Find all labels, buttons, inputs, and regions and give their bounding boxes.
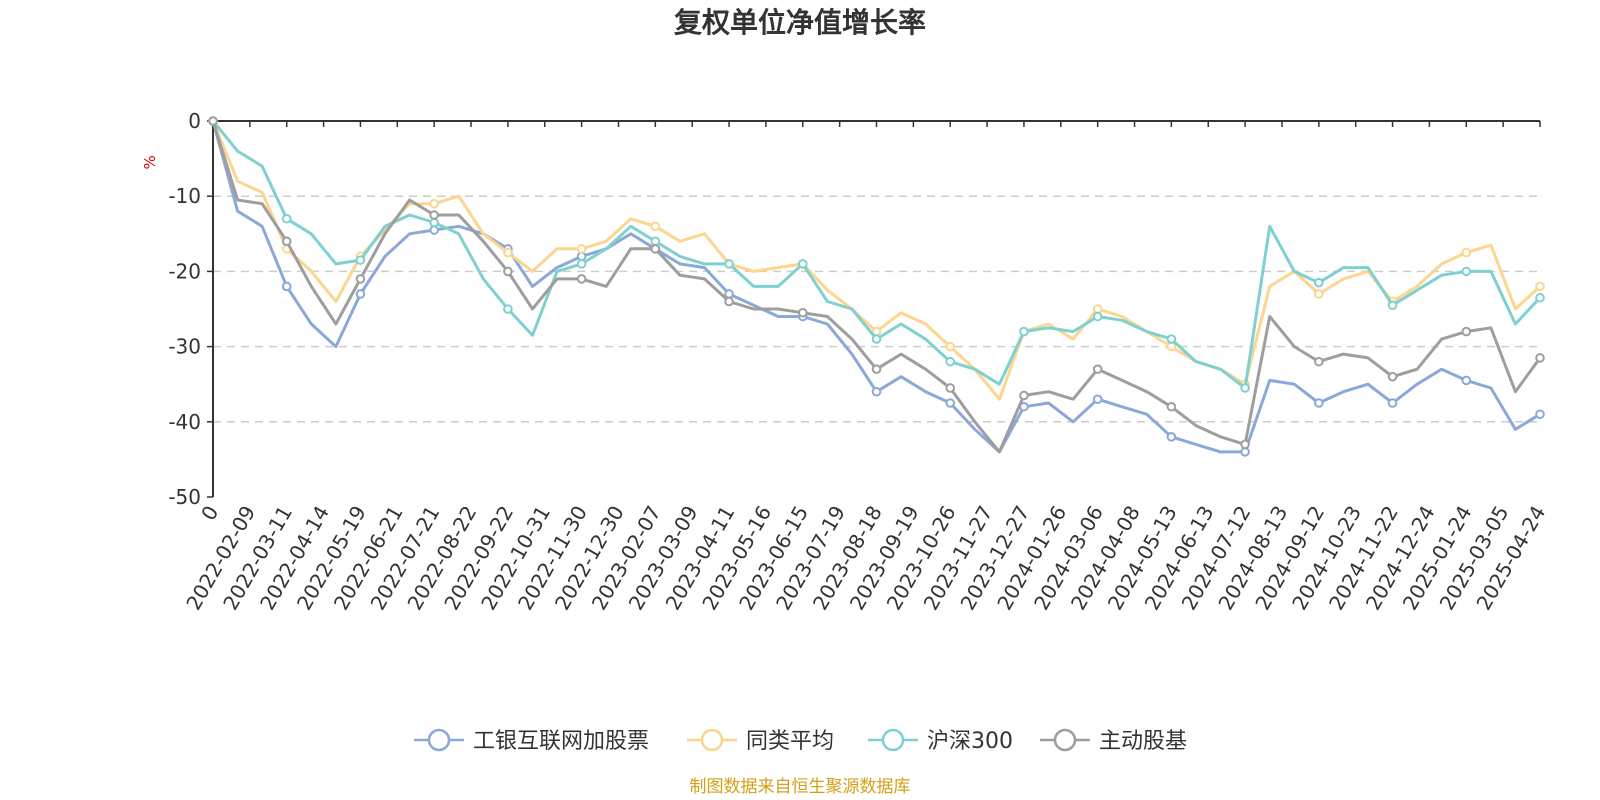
legend-marker <box>700 728 724 752</box>
y-tick-label: 0 <box>188 109 201 133</box>
legend-item-3[interactable]: 沪深300 <box>868 728 1013 754</box>
data-point <box>724 259 734 269</box>
y-tick-label: -20 <box>168 259 201 283</box>
series-1 <box>208 116 1545 457</box>
data-point <box>1166 341 1177 352</box>
data-point <box>1314 289 1324 299</box>
grid-lines <box>213 195 1540 423</box>
data-point <box>724 296 734 307</box>
y-tick-label: -40 <box>168 410 201 434</box>
data-point <box>1092 394 1103 405</box>
data-point <box>945 356 956 367</box>
series-3 <box>208 116 1545 393</box>
data-point <box>1019 326 1029 337</box>
data-point <box>355 274 366 284</box>
y-tick-label: -30 <box>168 335 201 359</box>
data-point <box>797 307 808 318</box>
data-point <box>1461 326 1472 337</box>
data-point <box>355 255 366 265</box>
series-line <box>211 120 1542 390</box>
data-point <box>1019 390 1029 401</box>
legend-marker <box>427 728 451 752</box>
data-point <box>871 364 882 374</box>
data-point <box>797 259 808 269</box>
data-point <box>945 341 956 352</box>
data-point <box>945 383 956 393</box>
data-point <box>576 274 587 284</box>
series-line <box>211 120 1542 454</box>
data-point <box>576 251 587 262</box>
data-point <box>429 217 439 228</box>
data-point <box>1166 401 1177 412</box>
series-2 <box>208 116 1545 401</box>
legend-marker <box>881 728 905 752</box>
data-point <box>1092 364 1103 374</box>
data-point <box>281 213 292 224</box>
data-point <box>1387 300 1398 311</box>
source-note: 制图数据来自恒生聚源数据库 <box>690 777 911 797</box>
data-point <box>945 398 956 408</box>
legend-item-1[interactable]: 工银互联网加股票 <box>414 728 649 754</box>
data-point <box>1535 409 1545 420</box>
y-tick-label: -10 <box>168 184 201 208</box>
data-point <box>1461 375 1472 386</box>
data-point <box>871 386 882 397</box>
legend-item-2[interactable]: 同类平均 <box>687 728 834 754</box>
chart-title: 复权单位净值增长率 <box>674 6 926 39</box>
data-point <box>871 334 882 344</box>
data-point <box>429 210 439 220</box>
y-axis-unit: % <box>141 155 159 169</box>
data-point <box>1387 371 1398 382</box>
data-point <box>1092 311 1103 322</box>
data-point <box>1240 439 1250 450</box>
data-point <box>576 259 587 269</box>
data-point <box>1166 334 1177 344</box>
data-point <box>281 281 292 292</box>
legend-marker <box>1053 728 1077 752</box>
data-point <box>1314 356 1324 367</box>
legend-item-4[interactable]: 主动股基 <box>1040 728 1187 754</box>
legend-label: 沪深300 <box>927 729 1013 754</box>
legend-label: 工银互联网加股票 <box>473 729 649 754</box>
data-point <box>1461 247 1472 258</box>
x-tick-label: 0 <box>196 502 223 525</box>
data-point <box>650 236 661 247</box>
data-point <box>429 198 439 209</box>
data-point <box>1092 304 1103 314</box>
axes: 0-10-20-30-40-5002022-02-092022-03-11202… <box>168 109 1550 614</box>
data-point <box>503 247 513 258</box>
data-point <box>1387 398 1398 408</box>
data-point <box>1166 432 1177 442</box>
data-point <box>1314 398 1324 408</box>
data-point <box>1535 353 1545 363</box>
data-point <box>1314 277 1324 288</box>
data-point <box>208 116 218 126</box>
legend-label: 同类平均 <box>746 729 834 754</box>
data-point <box>503 266 513 277</box>
legend-label: 主动股基 <box>1099 729 1187 754</box>
data-point <box>724 289 734 299</box>
data-point <box>1240 383 1250 393</box>
series-layer <box>208 116 1545 457</box>
data-point <box>650 244 661 254</box>
data-point <box>1535 292 1545 303</box>
data-point <box>355 289 366 299</box>
series-line <box>211 120 1542 401</box>
y-tick-label: -50 <box>168 485 201 509</box>
data-point <box>1461 266 1472 277</box>
data-point <box>503 304 513 314</box>
data-point <box>576 244 587 254</box>
legend: 工银互联网加股票 同类平均 沪深300 主动股基 <box>414 728 1187 754</box>
series-4 <box>208 116 1545 454</box>
data-point <box>1535 281 1545 292</box>
data-point <box>650 221 661 232</box>
data-point <box>1240 447 1250 457</box>
data-point <box>281 236 292 247</box>
data-point <box>429 225 439 235</box>
series-line <box>211 120 1541 454</box>
